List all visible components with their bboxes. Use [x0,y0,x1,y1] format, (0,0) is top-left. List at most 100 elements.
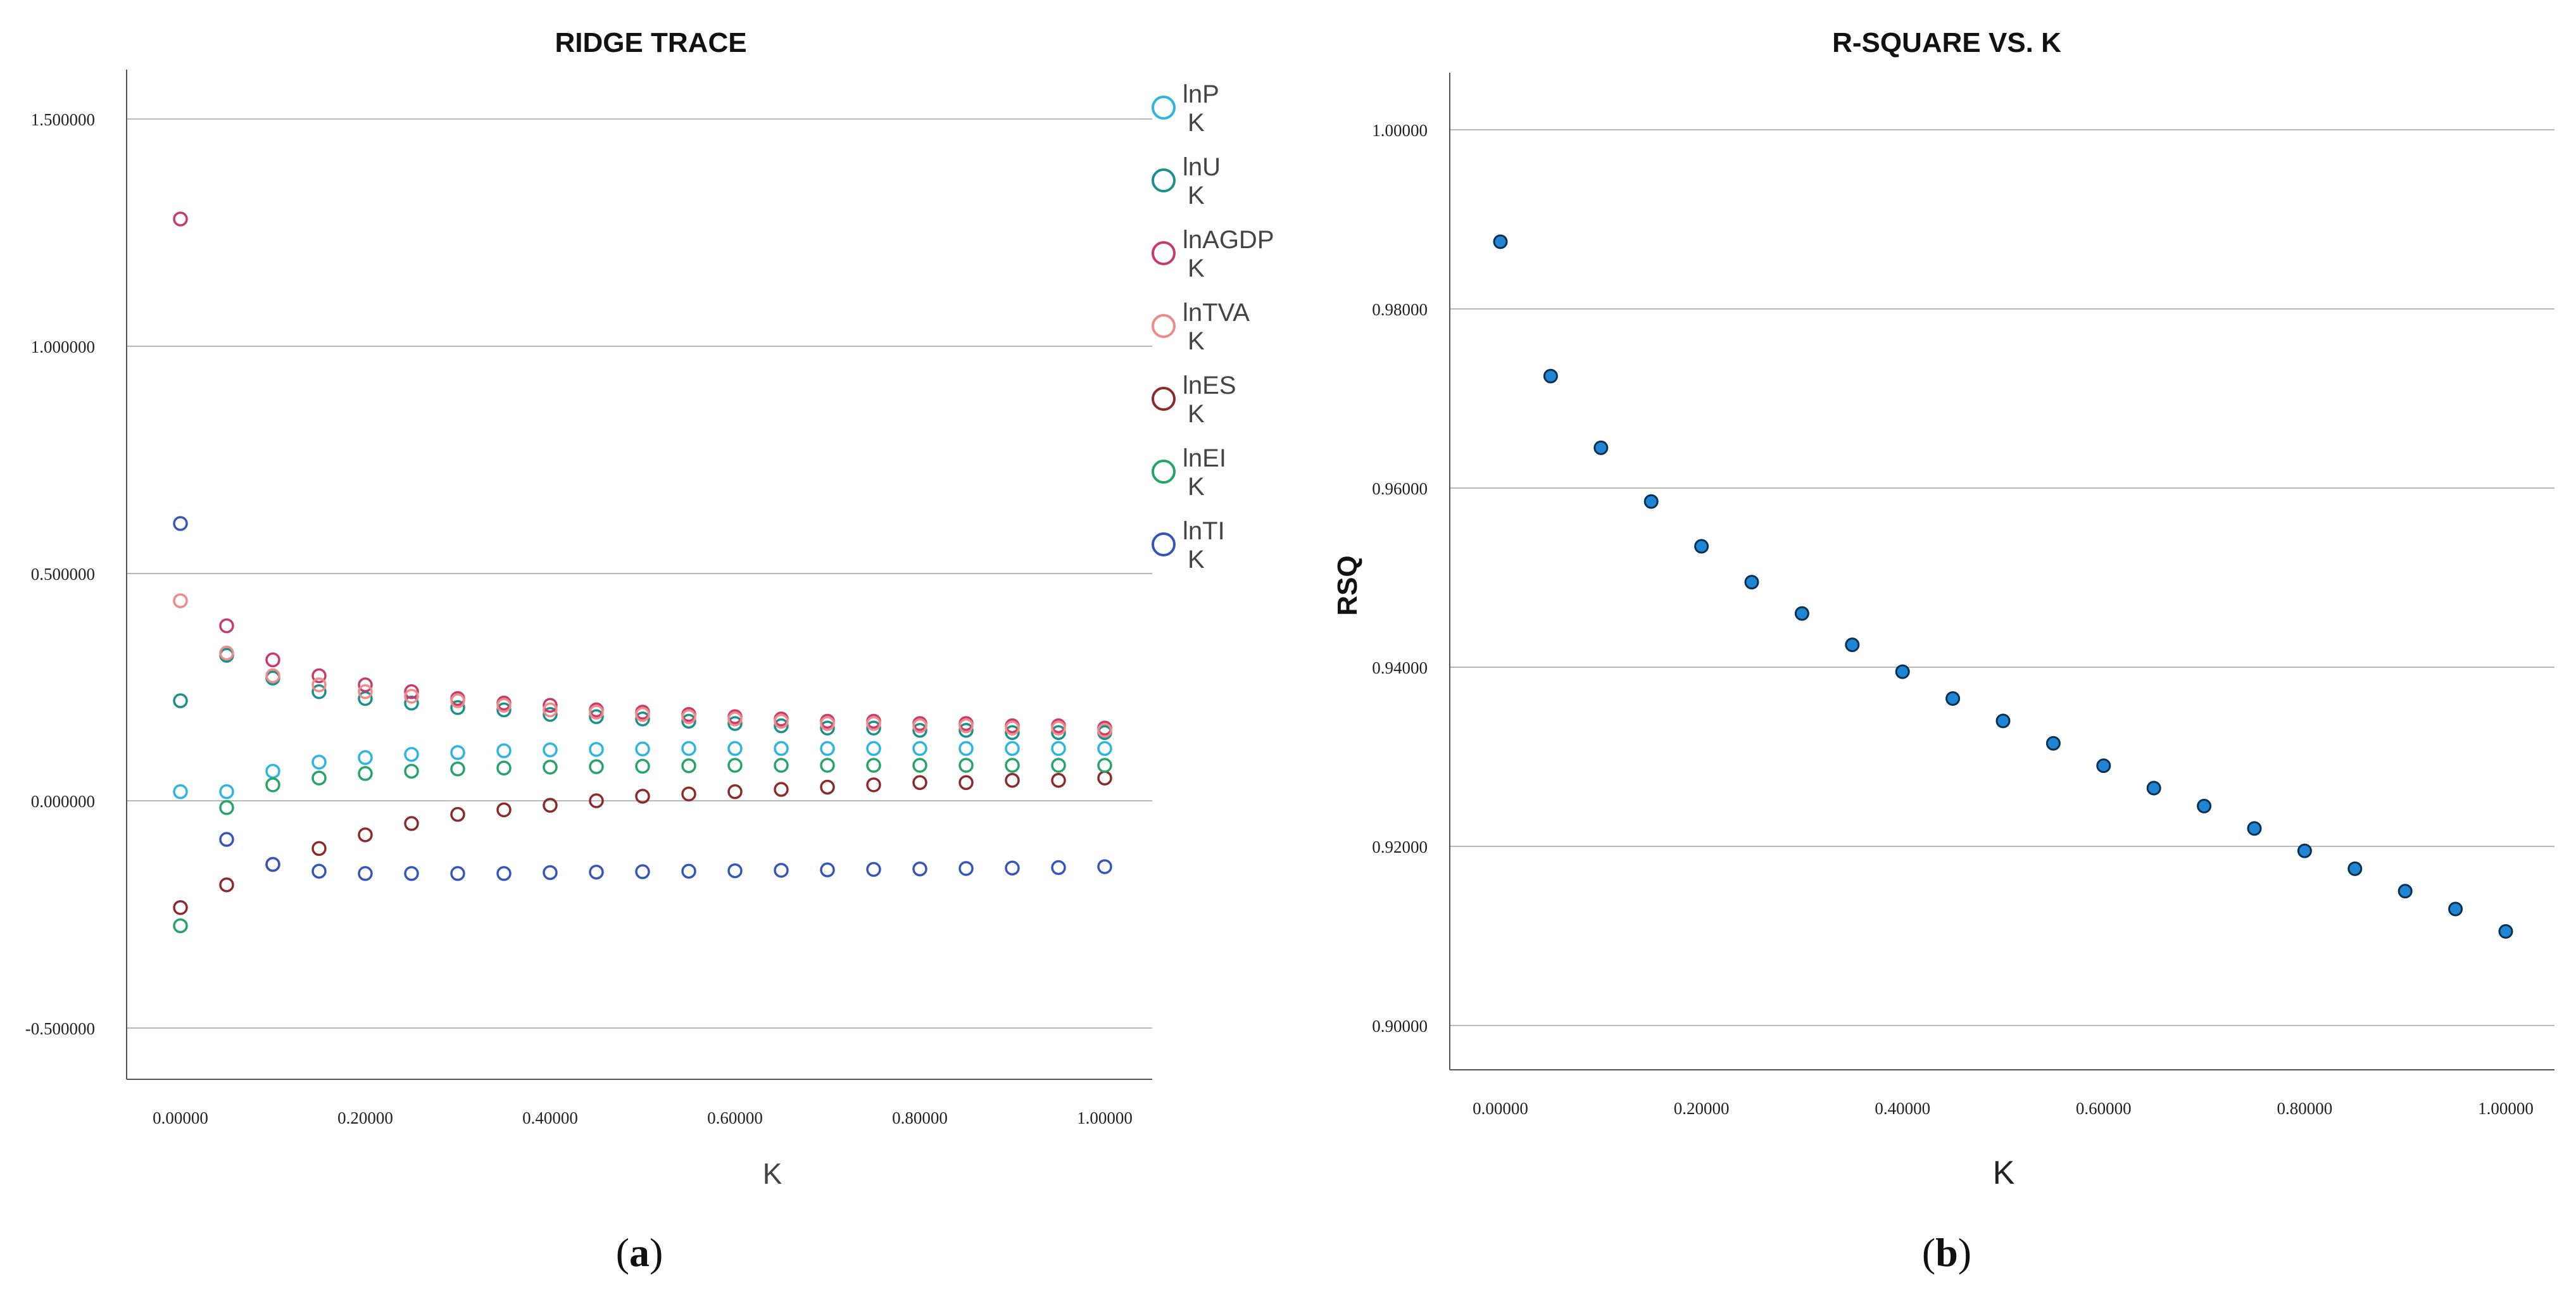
r-square-y-tick-label: 0.96000 [1372,479,1428,498]
point-lnagdp [543,698,558,713]
point-lnagdp [404,684,419,699]
point-lnti [912,861,927,877]
series-lnu [173,648,1112,741]
legend-marker [1152,241,1176,265]
r-square-x-ticks: 0.00000 0.20000 0.40000 0.60000 0.80000 1.000… [1473,1099,2534,1118]
rsq-point [2146,781,2161,796]
point-lnp [173,784,188,800]
r-square-y-tick-label: 0.94000 [1372,658,1428,677]
point-lnes [1051,772,1066,788]
panel-b-caption-letter: b [1935,1230,1958,1275]
point-lntva [219,645,234,661]
point-lnp [543,742,558,758]
point-lnei [404,763,419,779]
point-lnti [173,516,188,531]
point-lnei [820,758,835,773]
ridge-trace-points [173,211,1112,934]
ridge-trace-y-tick-label: 1.500000 [31,110,95,129]
r-square-y-label: RSQ [1332,555,1363,615]
point-lnei [866,758,881,773]
legend-sublabel: K [1188,182,1205,210]
point-lnei [774,758,789,773]
point-lnes [912,775,927,791]
rsq-point [2347,861,2363,876]
point-lnti [1005,860,1020,876]
rsq-point [2498,924,2513,939]
ridge-trace-y-tick-label: 1.000000 [31,337,95,356]
point-lnu [820,720,835,736]
ridge-trace-panel: RIDGE TRACE -0.500000 0.000000 0.500000 1.0… [25,27,1274,1275]
point-lntva [404,689,419,704]
point-lnti [219,832,234,847]
panel-a-caption-letter: a [629,1230,650,1275]
point-lnagdp [219,618,234,634]
legend-marker [1152,387,1176,411]
ridge-trace-y-ticks: -0.500000 0.000000 0.500000 1.000000 1.50000… [25,110,95,1038]
point-lnp [1051,741,1066,756]
r-square-y-tick-label: 1.00000 [1372,121,1428,140]
point-lntva [635,706,650,722]
point-lnei [1097,758,1112,773]
r-square-title: R-SQUARE VS. K [1832,27,2061,58]
point-lnu [727,716,743,731]
point-lnes [450,806,465,822]
series-lnes [173,770,1112,915]
legend-marker [1152,460,1176,484]
point-lnu [311,684,327,699]
point-lnes [404,816,419,831]
point-lnei [727,758,743,773]
legend-label: lnTVA [1183,299,1250,327]
point-lnti [958,861,974,876]
point-lnp [774,741,789,756]
legend-sublabel: K [1188,327,1205,355]
point-lnti [265,856,280,872]
r-square-y-ticks: 0.90000 0.92000 0.94000 0.96000 0.98000 1.000… [1372,121,1428,1036]
series-lnti [173,516,1112,881]
panel-a-caption: (a) [616,1230,663,1275]
point-lntva [681,709,696,724]
series-lnagdp [173,211,1112,736]
legend-sublabel: K [1188,254,1205,282]
legend-marker [1152,168,1176,192]
point-lnei [589,759,604,774]
point-lnei [219,800,234,815]
point-lnp [265,763,280,779]
ridge-trace-y-tick-label: 0.500000 [31,565,95,584]
point-lnei [958,758,974,773]
legend-label: lnU [1183,153,1221,181]
point-lnei [1051,758,1066,773]
legend-marker [1152,532,1176,556]
point-lntva [1051,720,1066,736]
point-lnu [681,713,696,729]
rsq-point [2448,901,2463,917]
legend-label: lnTI [1183,517,1225,545]
r-square-y-tick-label: 0.98000 [1372,300,1428,319]
point-lnu [774,718,789,734]
point-lnp [404,747,419,762]
point-lnti [1097,859,1112,874]
ridge-trace-gridlines [127,118,1152,1029]
r-square-y-tick-label: 0.90000 [1372,1017,1428,1036]
point-lnagdp [265,652,280,668]
point-lntva [912,718,927,734]
legend-label: lnAGDP [1183,226,1274,254]
point-lnu [450,700,465,715]
point-lnp [866,741,881,756]
point-lntva [774,713,789,729]
r-square-x-tick-label: 0.20000 [1674,1099,1730,1118]
point-lnti [820,862,835,877]
ridge-trace-x-tick-label: 0.40000 [522,1108,578,1127]
point-lnes [1097,770,1112,786]
point-lnu [866,720,881,736]
point-lnp [958,741,974,756]
point-lnes [311,841,327,856]
point-lnagdp [358,677,373,693]
series-lntva [173,593,1112,738]
rsq-point [1694,539,1709,554]
point-lnu [173,693,188,708]
point-lnei [358,766,373,781]
